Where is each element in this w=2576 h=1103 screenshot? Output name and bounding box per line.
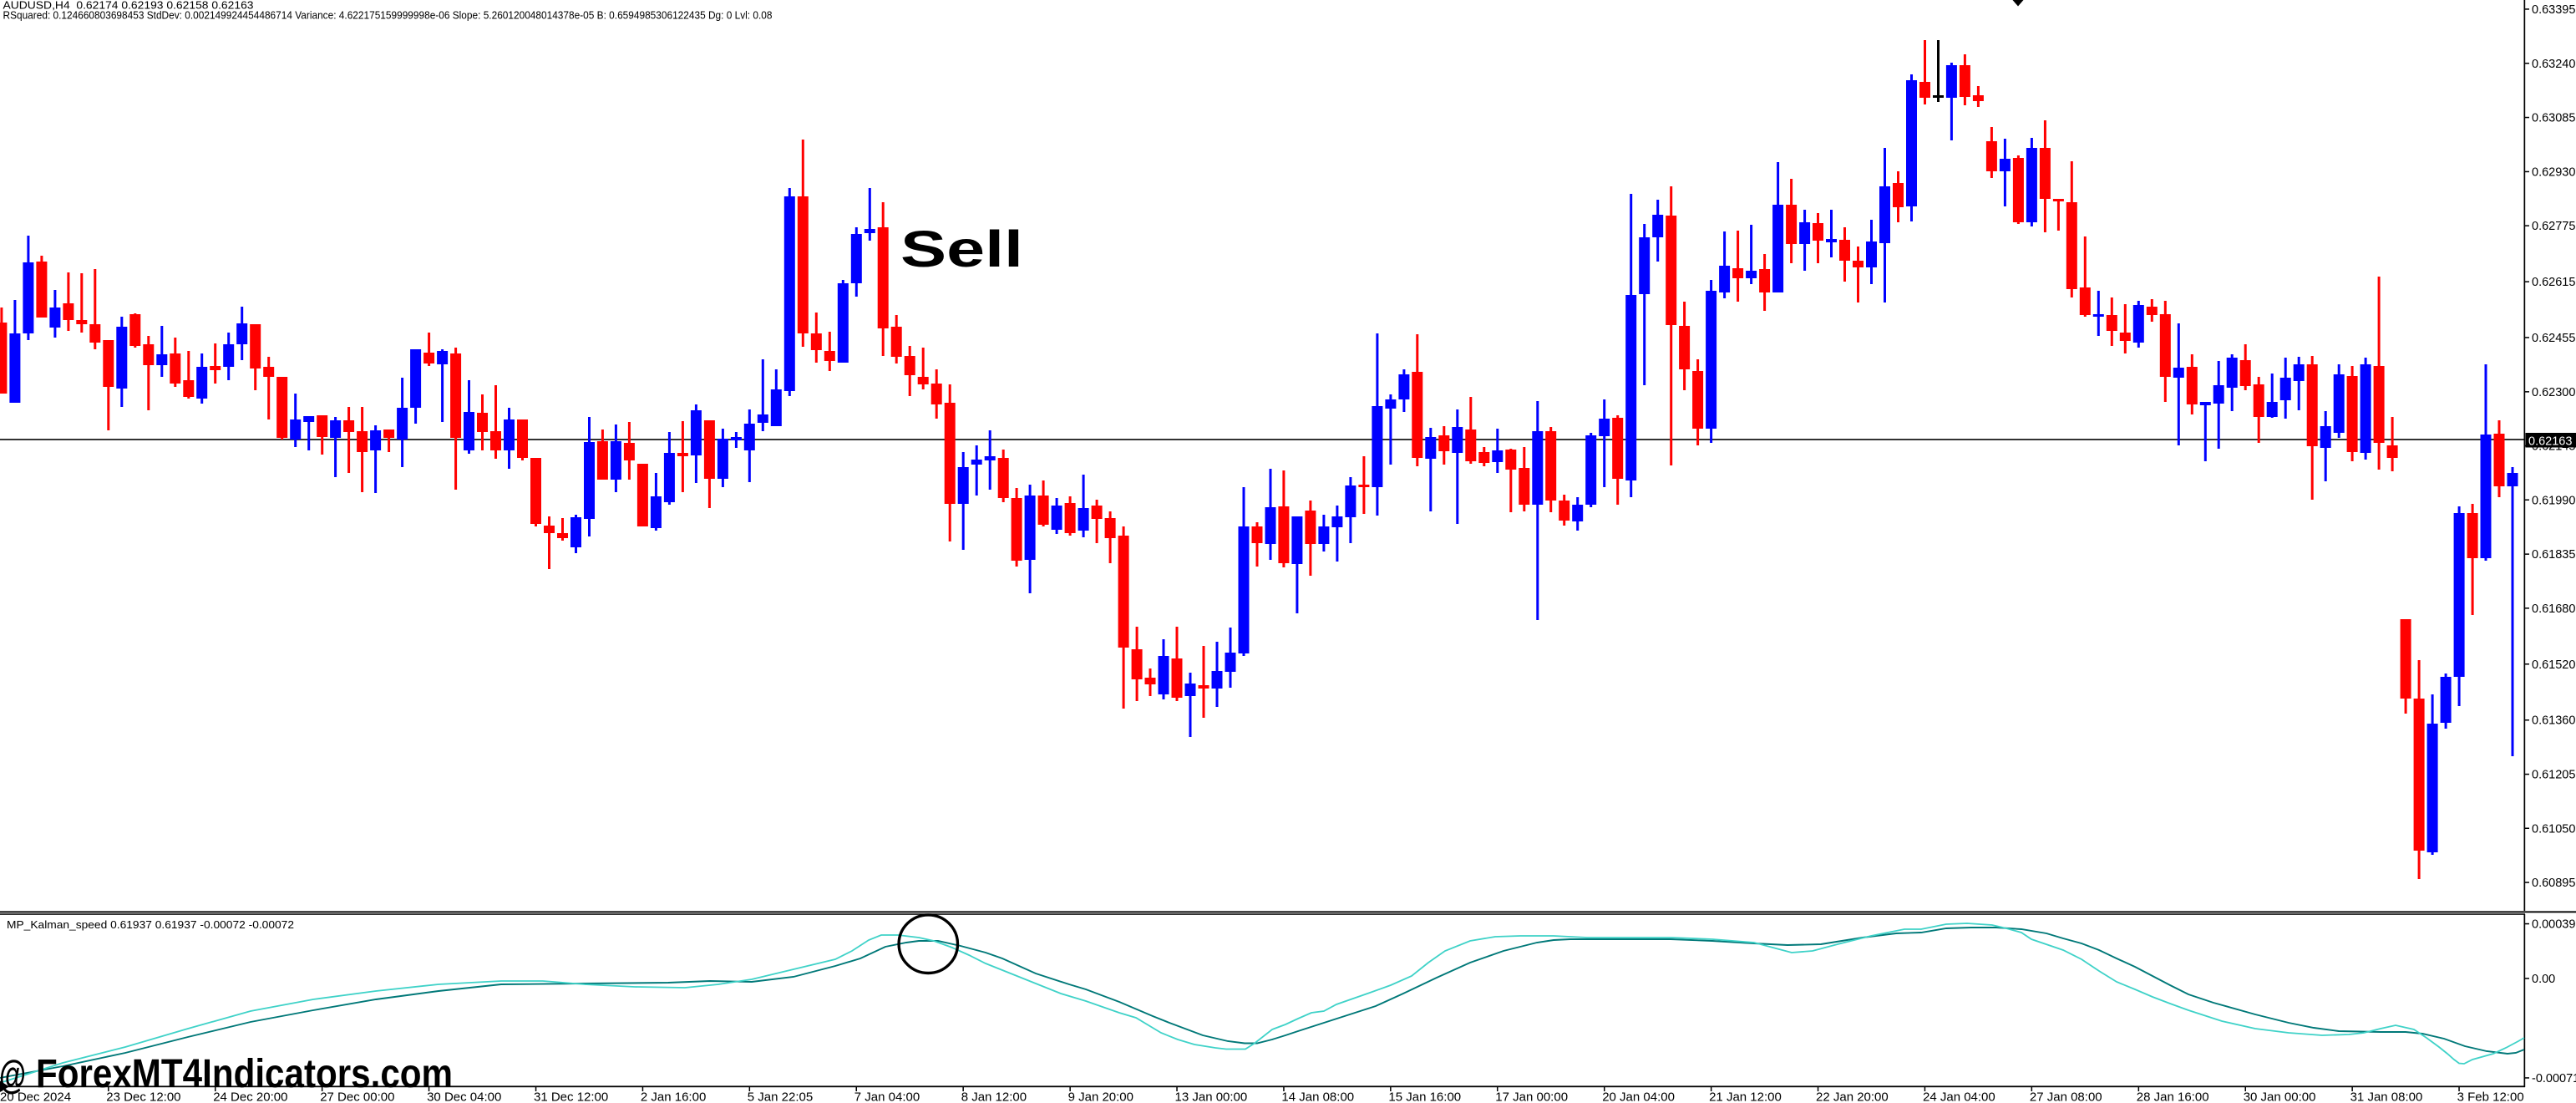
svg-text:17 Jan 00:00: 17 Jan 00:00 — [1495, 1090, 1568, 1103]
svg-text:RSquared: 0.124660803698453 St: RSquared: 0.124660803698453 StdDev: 0.00… — [3, 9, 773, 22]
svg-text:0.61835: 0.61835 — [2532, 548, 2575, 562]
svg-text:13 Jan 00:00: 13 Jan 00:00 — [1175, 1090, 1248, 1103]
svg-text:0.61360: 0.61360 — [2532, 714, 2575, 728]
svg-text:0.62930: 0.62930 — [2532, 165, 2575, 179]
svg-text:0.62775: 0.62775 — [2532, 220, 2575, 233]
svg-text:7 Jan 04:00: 7 Jan 04:00 — [854, 1090, 920, 1103]
svg-text:31 Dec 12:00: 31 Dec 12:00 — [534, 1090, 608, 1103]
svg-text:9 Jan 20:00: 9 Jan 20:00 — [1068, 1090, 1133, 1103]
svg-text:0.61205: 0.61205 — [2532, 769, 2575, 782]
svg-text:-0.00071: -0.00071 — [2532, 1072, 2576, 1085]
svg-text:0.63395: 0.63395 — [2532, 3, 2575, 17]
svg-text:30 Jan 00:00: 30 Jan 00:00 — [2244, 1090, 2316, 1103]
svg-text:0.61520: 0.61520 — [2532, 658, 2575, 672]
svg-text:0.62300: 0.62300 — [2532, 386, 2575, 399]
svg-text:24 Jan 04:00: 24 Jan 04:00 — [1923, 1090, 1995, 1103]
svg-text:0.60895: 0.60895 — [2532, 877, 2575, 890]
svg-text:15 Jan 16:00: 15 Jan 16:00 — [1388, 1090, 1461, 1103]
svg-text:0.63240: 0.63240 — [2532, 58, 2575, 71]
svg-text:0.00: 0.00 — [2532, 973, 2555, 986]
svg-text:28 Jan 16:00: 28 Jan 16:00 — [2137, 1090, 2209, 1103]
svg-text:3 Feb 12:00: 3 Feb 12:00 — [2457, 1090, 2524, 1103]
svg-text:21 Jan 12:00: 21 Jan 12:00 — [1709, 1090, 1782, 1103]
svg-text:Sell: Sell — [900, 221, 1023, 277]
svg-text:ForexMT4Indicators.com: ForexMT4Indicators.com — [36, 1052, 453, 1096]
svg-text:MP_Kalman_speed 0.61937 0.6193: MP_Kalman_speed 0.61937 0.61937 -0.00072… — [7, 918, 294, 931]
svg-text:AUDUSD,H4 0.62174 0.62193 0.6: AUDUSD,H4 0.62174 0.62193 0.62158 0.6216… — [3, 0, 254, 12]
svg-text:0.62615: 0.62615 — [2532, 276, 2575, 289]
svg-text:30 Dec 04:00: 30 Dec 04:00 — [427, 1090, 501, 1103]
svg-text:2 Jan 16:00: 2 Jan 16:00 — [641, 1090, 706, 1103]
svg-text:23 Dec 12:00: 23 Dec 12:00 — [106, 1090, 180, 1103]
svg-text:14 Jan 08:00: 14 Jan 08:00 — [1281, 1090, 1354, 1103]
svg-text:0.61680: 0.61680 — [2532, 602, 2575, 616]
svg-text:5 Jan 22:05: 5 Jan 22:05 — [748, 1090, 813, 1103]
svg-text:0.00039: 0.00039 — [2532, 918, 2575, 932]
svg-text:27 Dec 00:00: 27 Dec 00:00 — [320, 1090, 394, 1103]
svg-text:0.61990: 0.61990 — [2532, 494, 2575, 507]
svg-text:0.63085: 0.63085 — [2532, 112, 2575, 125]
svg-text:22 Jan 20:00: 22 Jan 20:00 — [1816, 1090, 1889, 1103]
svg-text:20 Jan 04:00: 20 Jan 04:00 — [1602, 1090, 1675, 1103]
svg-text:24 Dec 20:00: 24 Dec 20:00 — [213, 1090, 287, 1103]
svg-text:27 Jan 08:00: 27 Jan 08:00 — [2030, 1090, 2102, 1103]
svg-text:0.61050: 0.61050 — [2532, 822, 2575, 836]
svg-text:0.62455: 0.62455 — [2532, 332, 2575, 345]
svg-text:0.62163: 0.62163 — [2528, 435, 2572, 449]
svg-text:31 Jan 08:00: 31 Jan 08:00 — [2350, 1090, 2423, 1103]
svg-text:@: @ — [0, 1052, 26, 1096]
svg-text:20 Dec 2024: 20 Dec 2024 — [0, 1090, 71, 1103]
svg-text:8 Jan 12:00: 8 Jan 12:00 — [961, 1090, 1027, 1103]
